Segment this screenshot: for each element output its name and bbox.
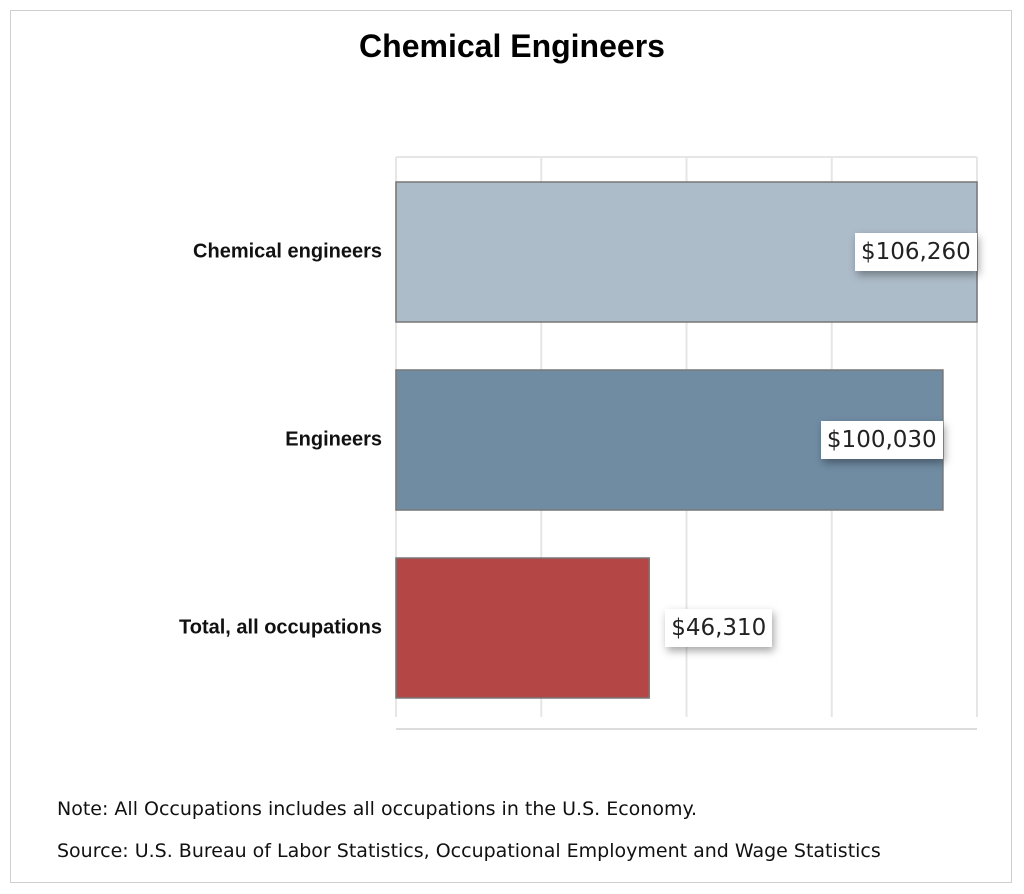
data-label: $106,260 xyxy=(855,233,977,271)
data-label: $100,030 xyxy=(820,421,943,459)
chart-frame xyxy=(10,10,1012,883)
category-label: Engineers xyxy=(285,428,382,451)
chart-source: Source: U.S. Bureau of Labor Statistics,… xyxy=(57,840,881,862)
bar xyxy=(395,557,650,699)
chart-title: Chemical Engineers xyxy=(359,28,665,64)
category-label: Total, all occupations xyxy=(179,616,382,639)
chart-note: Note: All Occupations includes all occup… xyxy=(57,798,698,820)
data-label: $46,310 xyxy=(665,609,773,647)
category-label: Chemical engineers xyxy=(193,240,382,263)
